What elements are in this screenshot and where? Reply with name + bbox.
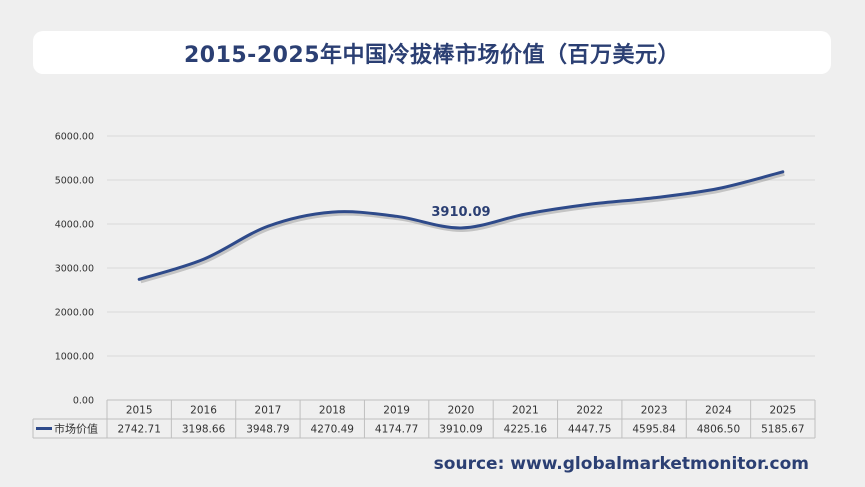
table-value-cell: 5185.67 [761, 424, 804, 436]
y-tick-label: 2000.00 [55, 308, 94, 319]
title-banner: 2015-2025年中国冷拔棒市场价值（百万美元） [33, 31, 831, 74]
chart-title: 2015-2025年中国冷拔棒市场价值（百万美元） [183, 42, 681, 68]
x-tick-label: 2018 [319, 405, 346, 417]
y-tick-label: 3000.00 [55, 264, 94, 275]
table-value-cell: 3948.79 [246, 424, 289, 436]
y-tick-label: 5000.00 [55, 176, 94, 187]
table-value-cell: 4447.75 [568, 424, 611, 436]
x-tick-label: 2015 [126, 405, 153, 417]
y-tick-label: 4000.00 [55, 220, 94, 231]
table-value-cell: 4806.50 [697, 424, 740, 436]
table-value-cell: 4595.84 [632, 424, 676, 436]
x-tick-label: 2023 [641, 405, 668, 417]
x-tick-label: 2020 [448, 405, 475, 417]
x-tick-label: 2019 [383, 405, 410, 417]
x-tick-label: 2017 [255, 405, 282, 417]
y-tick-label: 1000.00 [55, 352, 94, 363]
x-tick-label: 2025 [769, 405, 796, 417]
x-tick-label: 2016 [190, 405, 217, 417]
table-value-cell: 3198.66 [182, 424, 226, 436]
x-tick-label: 2021 [512, 405, 539, 417]
series-line-shadow [140, 171, 785, 284]
table-value-cell: 4174.77 [375, 424, 418, 436]
data-label: 3910.09 [431, 205, 490, 220]
series-line [137, 170, 785, 281]
table-value-cell: 4270.49 [311, 424, 354, 436]
y-tick-label: 0.00 [73, 396, 94, 407]
table-value-cell: 2742.71 [117, 424, 160, 436]
y-tick-label: 6000.00 [55, 132, 94, 143]
x-tick-label: 2022 [576, 405, 603, 417]
source-note: source: www.globalmarketmonitor.com [433, 454, 809, 474]
table-value-cell: 4225.16 [504, 424, 548, 436]
legend-label: 市场价值 [54, 422, 98, 436]
x-tick-label: 2024 [705, 405, 732, 417]
table-value-cell: 3910.09 [439, 424, 482, 436]
